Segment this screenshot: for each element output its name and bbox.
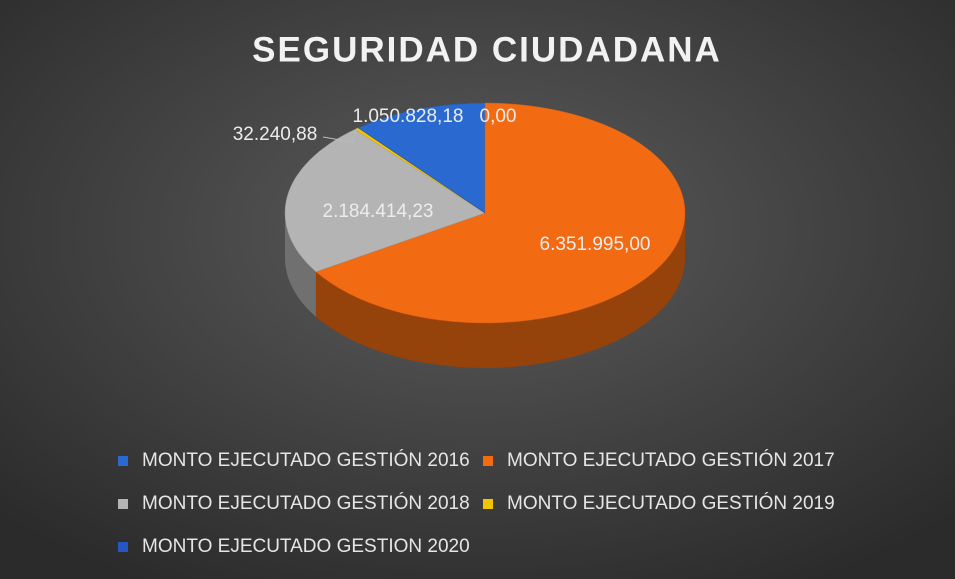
legend-label: MONTO EJECUTADO GESTIÓN 2017	[507, 449, 835, 471]
legend-label: MONTO EJECUTADO GESTIÓN 2016	[142, 449, 470, 471]
legend-swatch	[483, 456, 493, 466]
leader-line	[322, 128, 358, 143]
slice-side	[285, 213, 316, 317]
legend-swatch	[118, 542, 128, 552]
legend-swatch	[118, 456, 128, 466]
data-label: 6.351.995,00	[540, 234, 651, 255]
legend-label: MONTO EJECUTADO GESTIÓN 2018	[142, 492, 470, 514]
chart-title: SEGURIDAD CIUDADANA	[252, 30, 722, 69]
legend-swatch	[118, 499, 128, 509]
data-label: 2.184.414,23	[323, 201, 434, 222]
slice	[357, 102, 486, 214]
legend-label: MONTO EJECUTADO GESTION 2020	[142, 536, 470, 557]
slice-side	[315, 213, 685, 368]
legend-label: MONTO EJECUTADO GESTIÓN 2019	[507, 492, 835, 514]
data-label: 1.050.828,18	[353, 106, 464, 127]
slice	[284, 129, 486, 273]
data-label: 0,00	[480, 106, 517, 127]
legend-swatch	[483, 499, 493, 509]
data-label: 32.240,88	[233, 124, 318, 145]
slice	[315, 102, 686, 324]
